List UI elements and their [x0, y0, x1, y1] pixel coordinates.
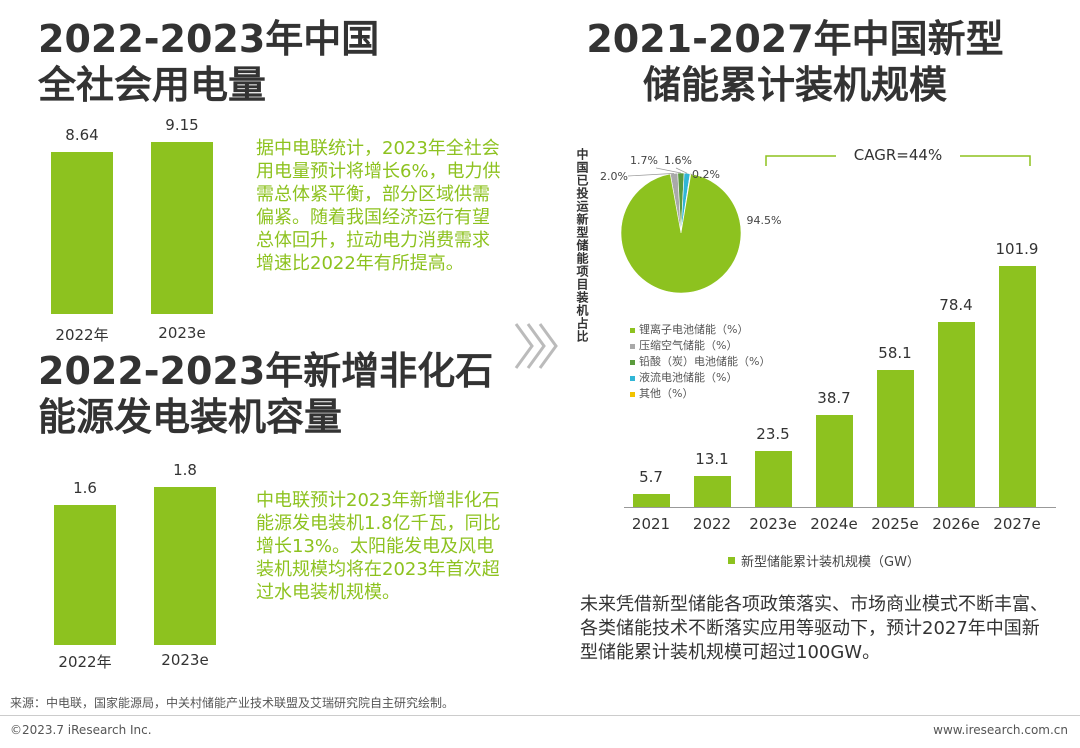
pie-slice: [620, 173, 742, 294]
bar-value-label: 9.15: [165, 116, 199, 134]
pie-vertical-label: 中国已投运新型储能项目装机占比: [575, 148, 589, 343]
bar-2021: [632, 493, 670, 507]
source-note: 来源：中电联，国家能源局，中关村储能产业技术联盟及艾瑞研究院自主研究绘制。: [10, 696, 455, 710]
chart-electricity: 8.64 2022年 9.15 2023e: [30, 110, 250, 344]
bar-2026e: [937, 321, 975, 507]
bar-value-label: 1.8: [173, 461, 197, 479]
chart-storage: 5.7 2021 13.1 2022 23.5 2023e 38.7 2024e 58.1 202…: [610, 230, 1060, 550]
title-storage-line1: 2021-2027年中国新型: [586, 17, 1004, 61]
pie-leader-line: [655, 167, 682, 174]
category-label: 2023e: [749, 515, 797, 533]
storage-legend: 新型储能累计装机规模（GW）: [728, 551, 920, 570]
bar-value-label: 13.1: [695, 450, 729, 469]
x-axis: [624, 507, 1056, 508]
bar-2023e: [151, 142, 213, 314]
pie-leader-line: [675, 167, 688, 174]
pie-legend-item: 液流电池储能（%）: [630, 370, 770, 386]
bar-2022年: [51, 151, 113, 314]
footer-divider: [0, 715, 1080, 716]
bar-value-label: 78.4: [939, 295, 973, 314]
cagr-bracket: [765, 155, 1031, 166]
bar-value-label: 58.1: [878, 343, 912, 362]
pie-value-label: 0.2%: [692, 168, 720, 181]
pie-value-label: 1.7%: [630, 154, 658, 167]
bar-value-label: 23.5: [756, 425, 790, 444]
electricity-description: 据中电联统计，2023年全社会用电量预计将增长6%，电力供需总体紧平衡，部分区域…: [256, 138, 501, 274]
title-nonfossil-line1: 2022-2023年新增非化石: [38, 349, 494, 393]
category-label: 2022: [692, 515, 732, 533]
storage-description: 未来凭借新型储能各项政策落实、市场商业模式不断丰富、各类储能技术不断落实应用等驱…: [580, 594, 1048, 663]
pie-legend: 锂离子电池储能（%） 压缩空气储能（%） 铅酸（炭）电池储能（%） 液流电池储能（%）…: [630, 322, 770, 402]
category-label: 2026e: [932, 515, 980, 533]
title-electricity-line2: 全社会用电量: [38, 63, 267, 107]
bar-value-label: 38.7: [817, 389, 851, 408]
pie-legend-label: 液流电池储能（%）: [639, 371, 738, 384]
title-storage-line2: 储能累计装机规模: [642, 63, 947, 107]
pie-legend-item: 其他（%）: [630, 386, 770, 402]
copyright: ©2023.7 iResearch Inc.: [10, 723, 152, 737]
nonfossil-description: 中电联预计2023年新增非化石能源发电装机1.8亿千瓦，同比增长13%。太阳能发…: [256, 490, 501, 603]
pie-legend-label: 压缩空气储能（%）: [639, 339, 738, 352]
legend-swatch: [630, 391, 635, 397]
legend-swatch: [630, 359, 635, 365]
legend-swatch: [630, 343, 635, 349]
chevron-arrows-icon: [514, 323, 558, 369]
pie-legend-item: 铅酸（炭）电池储能（%）: [630, 354, 770, 370]
legend-swatch: [630, 375, 635, 381]
title-storage: 2021-2027年中国新型 储能累计装机规模: [560, 16, 1030, 108]
title-nonfossil: 2022-2023年新增非化石 能源发电装机容量: [38, 348, 493, 440]
category-label: 2022年: [55, 326, 109, 344]
storage-legend-label: 新型储能累计装机规模（GW）: [741, 555, 920, 570]
pie-leader-line: [627, 173, 675, 177]
bar-value-label: 101.9: [995, 240, 1039, 258]
pie-leader-line: [690, 173, 695, 177]
legend-swatch: [630, 327, 635, 333]
category-label: 2021: [631, 515, 671, 533]
pie-legend-item: 压缩空气储能（%）: [630, 338, 770, 354]
bar-2023e: [154, 487, 216, 645]
category-label: 2022年: [58, 653, 112, 671]
bar-value-label: 1.6: [73, 478, 97, 497]
website: www.iresearch.com.cn: [933, 723, 1068, 737]
pie-value-label: 1.6%: [664, 154, 692, 167]
title-electricity: 2022-2023年中国 全社会用电量: [38, 16, 379, 108]
bar-2023e: [754, 451, 792, 507]
category-label: 2023e: [158, 324, 206, 342]
pie-legend-label: 其他（%）: [639, 387, 694, 400]
bar-2024e: [815, 415, 853, 507]
category-label: 2024e: [810, 515, 858, 533]
pie-value-label: 94.5%: [747, 214, 782, 227]
title-nonfossil-line2: 能源发电装机容量: [38, 395, 343, 439]
category-label: 2027e: [993, 515, 1041, 533]
chart-nonfossil: 1.6 2022年 1.8 2023e: [30, 455, 250, 675]
pie-chart: 94.5% 2.0%1.7% 1.6%0.2%: [600, 154, 782, 294]
title-electricity-line1: 2022-2023年中国: [38, 17, 380, 61]
pie-legend-label: 铅酸（炭）电池储能（%）: [639, 355, 771, 368]
legend-swatch: [728, 557, 735, 564]
category-label: 2023e: [161, 651, 209, 669]
bar-2027e: [998, 266, 1036, 507]
bar-2025e: [876, 369, 914, 507]
pie-value-label: 2.0%: [600, 170, 628, 183]
bar-2022: [693, 476, 731, 507]
cagr-label: CAGR=44%: [853, 146, 943, 164]
pie-legend-label: 锂离子电池储能（%）: [639, 323, 749, 336]
category-label: 2025e: [871, 515, 919, 533]
bar-2022年: [54, 504, 116, 645]
bar-value-label: 8.64: [65, 125, 99, 144]
bar-value-label: 5.7: [639, 467, 663, 486]
pie-legend-item: 锂离子电池储能（%）: [630, 322, 770, 338]
